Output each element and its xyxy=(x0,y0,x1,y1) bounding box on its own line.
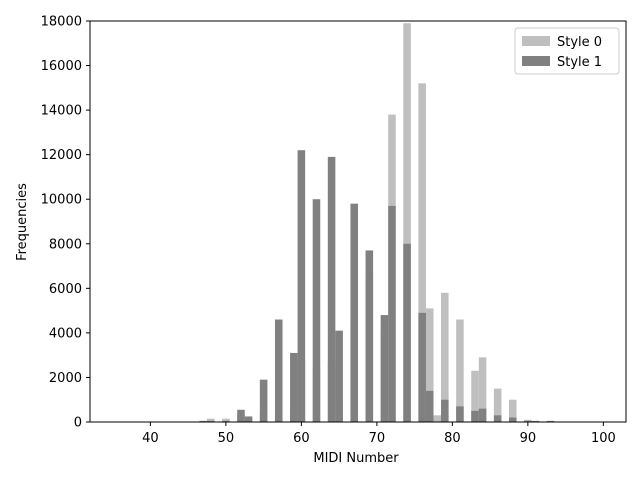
bar-style1-midi-55 xyxy=(259,379,268,422)
x-tick-label-50: 50 xyxy=(218,431,235,446)
bar-style1-midi-50 xyxy=(222,420,230,422)
bar-style1-midi-62 xyxy=(312,199,321,422)
bar-style0-midi-81 xyxy=(456,319,464,422)
y-tick-label-4000: 4000 xyxy=(49,326,82,341)
y-tick-label-8000: 8000 xyxy=(49,237,82,252)
bar-style0-midi-78 xyxy=(433,415,442,422)
y-tick-label-2000: 2000 xyxy=(49,371,82,386)
y-tick-label-6000: 6000 xyxy=(49,282,82,297)
bars-layer xyxy=(154,23,577,423)
bar-style1-midi-53 xyxy=(244,416,253,422)
bar-style1-midi-81 xyxy=(456,406,464,422)
y-tick-label-14000: 14000 xyxy=(41,104,82,119)
bar-style1-midi-65 xyxy=(335,330,343,422)
bar-style1-midi-69 xyxy=(365,250,374,422)
x-axis-label: MIDI Number xyxy=(313,451,399,466)
bar-style1-midi-91 xyxy=(531,420,540,422)
bar-style0-midi-88 xyxy=(508,399,517,422)
x-tick-label-90: 90 xyxy=(520,431,537,446)
axes-layer: 40 50 60 70 80 90 100 0 2000 4000 6000 8000 10000 120… xyxy=(41,15,627,446)
bar-style0-midi-86 xyxy=(493,388,502,422)
bar-style0-midi-84 xyxy=(478,357,487,422)
bar-style1-midi-57 xyxy=(274,319,283,422)
legend: Style 0 Style 1 xyxy=(514,27,620,75)
legend-swatch-style0 xyxy=(522,36,550,46)
bar-style1-midi-71 xyxy=(380,315,389,422)
x-tick-label-70: 70 xyxy=(369,431,386,446)
x-tick-label-80: 80 xyxy=(444,431,461,446)
x-tick-label-100: 100 xyxy=(591,431,616,446)
bar-style0-midi-76 xyxy=(418,83,426,422)
bar-style0-midi-77 xyxy=(425,308,434,422)
bar-style1-midi-93 xyxy=(546,420,555,422)
bar-style1-midi-60 xyxy=(297,150,306,422)
y-axis-label: Frequencies xyxy=(15,183,30,261)
y-tick-label-12000: 12000 xyxy=(41,148,82,163)
legend-label-style0: Style 0 xyxy=(557,35,602,50)
bar-style1-midi-74 xyxy=(403,243,411,422)
legend-label-style1: Style 1 xyxy=(557,55,602,70)
bar-style1-midi-72 xyxy=(388,205,396,422)
bar-style1-midi-84 xyxy=(478,408,487,422)
plot-frame xyxy=(89,20,627,423)
bar-style1-midi-83 xyxy=(471,410,479,422)
bar-style1-midi-76 xyxy=(418,312,426,422)
bar-style1-midi-47 xyxy=(199,420,208,422)
bar-style1-midi-90 xyxy=(524,420,532,422)
y-tick-label-18000: 18000 xyxy=(41,15,82,30)
bar-style1-midi-59 xyxy=(290,352,298,422)
y-tick-label-0: 0 xyxy=(74,416,82,431)
legend-swatch-style1 xyxy=(522,56,550,66)
x-tick-label-40: 40 xyxy=(142,431,159,446)
x-tick-label-60: 60 xyxy=(293,431,310,446)
bar-style1-midi-88 xyxy=(508,417,517,422)
bar-style0-midi-48 xyxy=(207,418,215,422)
bar-style0-midi-74 xyxy=(403,23,411,422)
bar-style0-midi-83 xyxy=(471,370,479,422)
bar-style1-midi-86 xyxy=(493,415,502,422)
bar-style1-midi-67 xyxy=(350,203,358,422)
bar-style1-midi-52 xyxy=(237,409,245,422)
bar-style1-midi-48 xyxy=(207,420,215,422)
y-tick-label-16000: 16000 xyxy=(41,59,82,74)
bar-style1-midi-79 xyxy=(441,399,449,422)
bar-style0-midi-79 xyxy=(441,292,449,422)
y-tick-label-10000: 10000 xyxy=(41,193,82,208)
bar-style0-midi-50 xyxy=(222,418,230,422)
bar-style1-midi-64 xyxy=(327,156,336,422)
bar-style1-midi-77 xyxy=(425,390,434,422)
